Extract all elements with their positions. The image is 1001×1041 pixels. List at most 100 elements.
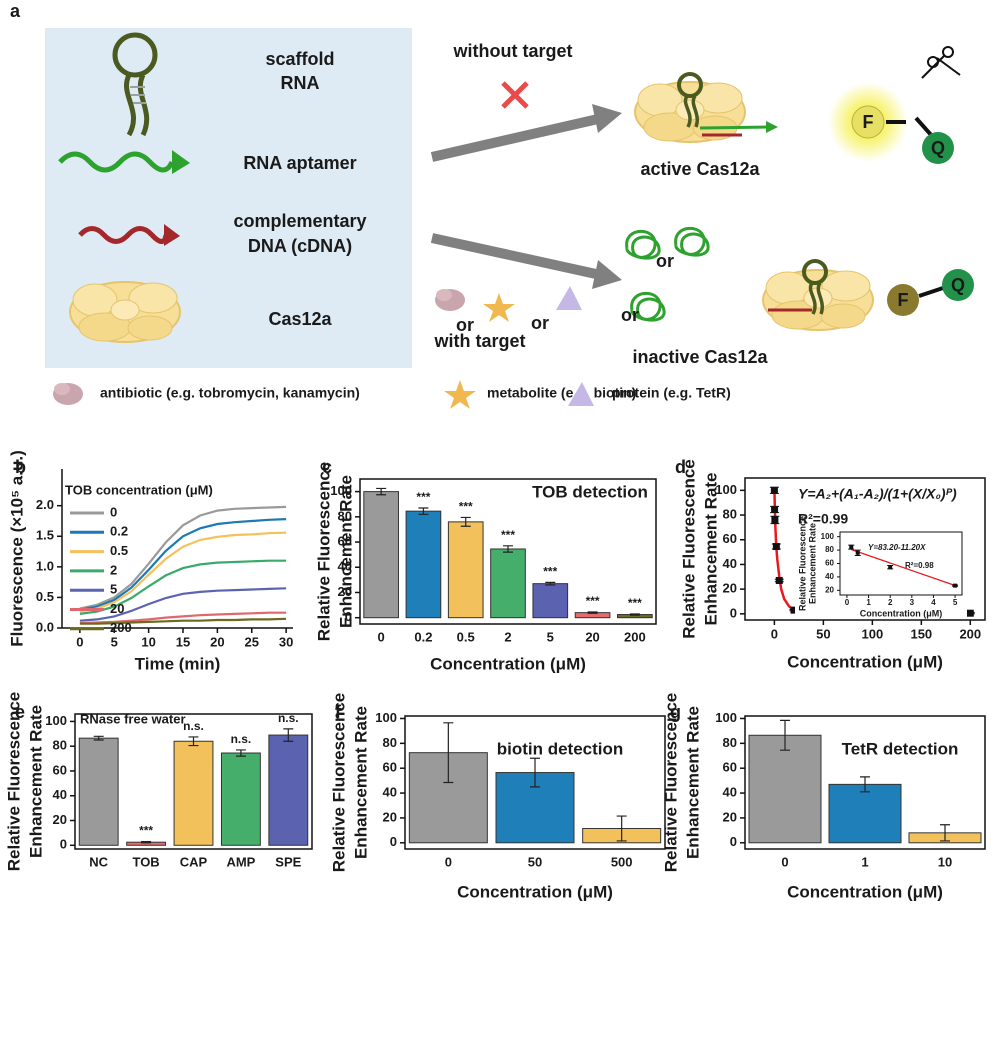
legend-label: 200 — [110, 620, 132, 635]
x-tick-label: CAP — [180, 854, 208, 869]
x-tick-label: 0 — [845, 598, 850, 607]
error-bar — [460, 516, 471, 527]
y-tick-label: 60 — [723, 760, 737, 775]
significance-label: *** — [416, 490, 430, 504]
error-bar — [780, 719, 790, 751]
legend-label: 5 — [110, 582, 117, 597]
y-tick-label: 20 — [723, 809, 737, 824]
arrow — [430, 114, 600, 162]
legend-label: 0.2 — [110, 524, 128, 539]
aptamer-bound — [674, 226, 710, 257]
line — [79, 518, 287, 611]
line — [79, 611, 287, 625]
y-tick-label: 80 — [53, 738, 67, 753]
point — [775, 576, 783, 584]
error-bar — [503, 545, 513, 553]
equation: Y=83.20-11.20X — [868, 543, 926, 552]
y-tick-label: 40 — [825, 572, 834, 581]
r-squared: R²=0.99 — [798, 511, 848, 527]
arrowhead — [172, 150, 190, 174]
y-tick-label: 0 — [345, 609, 352, 624]
error-bar — [940, 824, 950, 842]
label: RNA aptamer — [243, 153, 356, 173]
y-axis-label: Relative Fluorescence — [679, 459, 698, 639]
y-axis-label: Relative Fluorescence — [661, 693, 680, 873]
error-bar — [443, 722, 454, 784]
panel-letter: g — [670, 702, 681, 722]
y-axis-label: Enhancement Rate — [26, 705, 45, 858]
label: complementary — [233, 211, 366, 231]
y-tick-label: 100 — [45, 713, 67, 728]
bar — [173, 740, 214, 846]
y-axis-label: Enhancement Rate — [683, 706, 702, 859]
y-axis-label: Enhancement Rate — [807, 523, 817, 604]
x-tick-label: NC — [89, 854, 108, 869]
x-axis-label: Concentration (μM) — [787, 882, 943, 901]
arrowhead — [766, 121, 778, 133]
link — [918, 286, 944, 298]
metabolite-icon — [444, 380, 476, 409]
bar — [828, 783, 902, 844]
point — [790, 606, 798, 614]
label: Q — [951, 275, 965, 295]
bar — [363, 491, 399, 619]
plot-frame — [404, 715, 666, 850]
x-tick-label: 20 — [210, 634, 224, 649]
significance-label: *** — [628, 596, 642, 610]
y-tick-label: 100 — [375, 710, 397, 725]
y-tick-label: 40 — [723, 785, 737, 800]
legend-label: 2 — [110, 562, 117, 577]
bar — [78, 737, 119, 846]
significance-label: *** — [586, 594, 600, 608]
bar — [490, 548, 526, 619]
y-tick-label: 80 — [723, 735, 737, 750]
x-axis-label: Time (min) — [135, 654, 221, 673]
x-tick-label: 2 — [888, 598, 893, 607]
y-tick-label: 100 — [821, 532, 835, 541]
panel-letter: e — [15, 702, 25, 722]
error-bar — [188, 736, 199, 747]
error-bar — [616, 815, 627, 842]
fit-line — [851, 548, 956, 587]
equation: Y=A₂+(A₁-A₂)/(1+(X/X₀)ᴾ) — [798, 486, 957, 502]
x-tick-label: 0 — [781, 854, 788, 869]
chart-title: TOB detection — [532, 482, 648, 501]
y-tick-label: 20 — [723, 581, 737, 596]
y-tick-label: 20 — [53, 812, 67, 827]
plot-frame — [74, 713, 313, 850]
y-tick-label: 100 — [715, 710, 737, 725]
point — [966, 609, 974, 617]
x-tick-label: 50 — [528, 854, 542, 869]
cdna-icon — [78, 226, 169, 244]
y-axis-label: Relative Fluorescence — [797, 516, 807, 611]
protein-icon — [568, 382, 594, 406]
x-tick-label: 10 — [938, 854, 952, 869]
fluorophore — [851, 105, 885, 139]
point — [888, 565, 893, 570]
y-tick-label: 1.5 — [36, 528, 54, 543]
y-tick-label: 0 — [60, 837, 67, 852]
significance-label: *** — [543, 565, 557, 579]
label: Q — [931, 138, 945, 158]
y-tick-label: 100 — [715, 482, 737, 497]
aptamer-bound — [625, 229, 661, 260]
y-tick-label: 40 — [723, 556, 737, 571]
y-tick-label: 80 — [338, 508, 352, 523]
y-tick-label: 100 — [330, 483, 352, 498]
y-axis-label: Relative Fluorescence — [314, 462, 333, 642]
x-tick-label: 15 — [176, 634, 190, 649]
x-tick-label: 5 — [953, 598, 958, 607]
x-tick-label: 5 — [111, 634, 118, 649]
line — [79, 587, 287, 622]
y-axis-label: Enhancement Rate — [336, 475, 355, 628]
label: with target — [433, 331, 525, 351]
y-tick-label: 40 — [53, 787, 67, 802]
y-tick-label: 20 — [338, 584, 352, 599]
significance-label: n.s. — [278, 711, 299, 725]
y-axis-label: Relative Fluorescence — [329, 693, 348, 873]
y-axis-label: Relative Fluorescence — [4, 692, 23, 872]
label: Cas12a — [268, 309, 332, 329]
bar — [220, 752, 261, 846]
error-bar — [418, 507, 429, 515]
